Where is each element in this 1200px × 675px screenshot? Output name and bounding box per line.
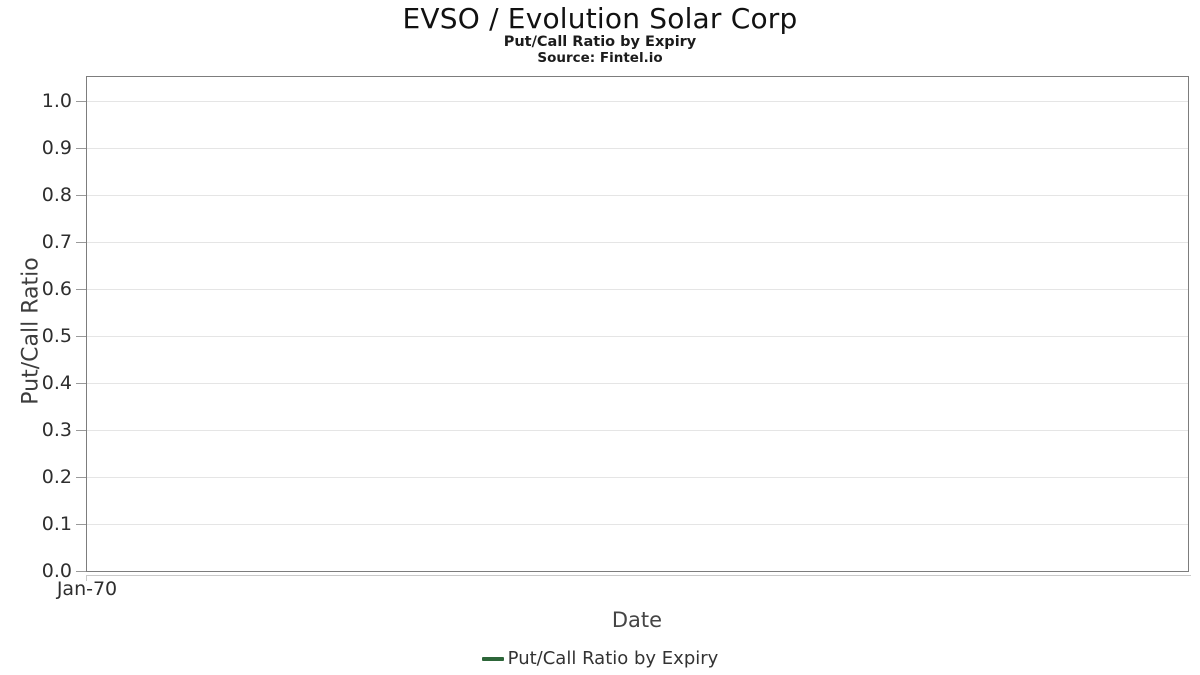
y-tick-mark-1.0 <box>76 101 86 102</box>
y-tick-label-0.6: 0.6 <box>41 278 72 300</box>
gridline-0.6 <box>87 289 1188 290</box>
gridline-0.9 <box>87 148 1188 149</box>
legend-line-marker <box>481 657 504 661</box>
gridline-0.4 <box>87 383 1188 384</box>
y-tick-mark-0.1 <box>76 524 86 525</box>
legend-item-putcall-ratio[interactable]: Put/Call Ratio by Expiry <box>0 647 1200 671</box>
y-tick-label-0.2: 0.2 <box>41 466 72 488</box>
y-tick-mark-0.2 <box>76 477 86 478</box>
y-tick-mark-0.4 <box>76 383 86 384</box>
y-tick-label-0.9: 0.9 <box>41 137 72 159</box>
chart-subtitle: Put/Call Ratio by Expiry <box>503 34 697 50</box>
chart-source-note: Source: Fintel.io <box>537 50 663 66</box>
legend-label: Put/Call Ratio by Expiry <box>507 648 719 669</box>
y-tick-mark-0.6 <box>76 289 86 290</box>
gridline-0.7 <box>87 242 1188 243</box>
y-tick-label-0.7: 0.7 <box>41 231 72 253</box>
gridline-0.5 <box>87 336 1188 337</box>
x-tick-mark <box>86 575 87 581</box>
y-tick-mark-0.9 <box>76 148 86 149</box>
y-tick-label-0.4: 0.4 <box>41 372 72 394</box>
chart-title: EVSO / Evolution Solar Corp <box>402 2 798 35</box>
y-tick-label-0.3: 0.3 <box>41 419 72 441</box>
y-tick-label-0.5: 0.5 <box>41 325 72 347</box>
gridline-0.2 <box>87 477 1188 478</box>
y-tick-mark-0.7 <box>76 242 86 243</box>
gridline-0.3 <box>87 430 1188 431</box>
gridline-1.0 <box>87 101 1188 102</box>
plot-area <box>86 76 1189 572</box>
y-tick-label-0.8: 0.8 <box>41 184 72 206</box>
y-tick-label-0.0: 0.0 <box>41 560 72 582</box>
y-tick-label-0.1: 0.1 <box>41 513 72 535</box>
y-tick-mark-0.0 <box>76 571 86 572</box>
x-axis-title: Date <box>611 608 663 632</box>
y-tick-mark-0.3 <box>76 430 86 431</box>
gridline-0.8 <box>87 195 1188 196</box>
x-axis-line <box>86 575 1191 576</box>
y-tick-mark-0.8 <box>76 195 86 196</box>
y-tick-label-1.0: 1.0 <box>41 90 72 112</box>
y-tick-mark-0.5 <box>76 336 86 337</box>
gridline-0.1 <box>87 524 1188 525</box>
x-tick-label: Jan-70 <box>56 578 118 600</box>
